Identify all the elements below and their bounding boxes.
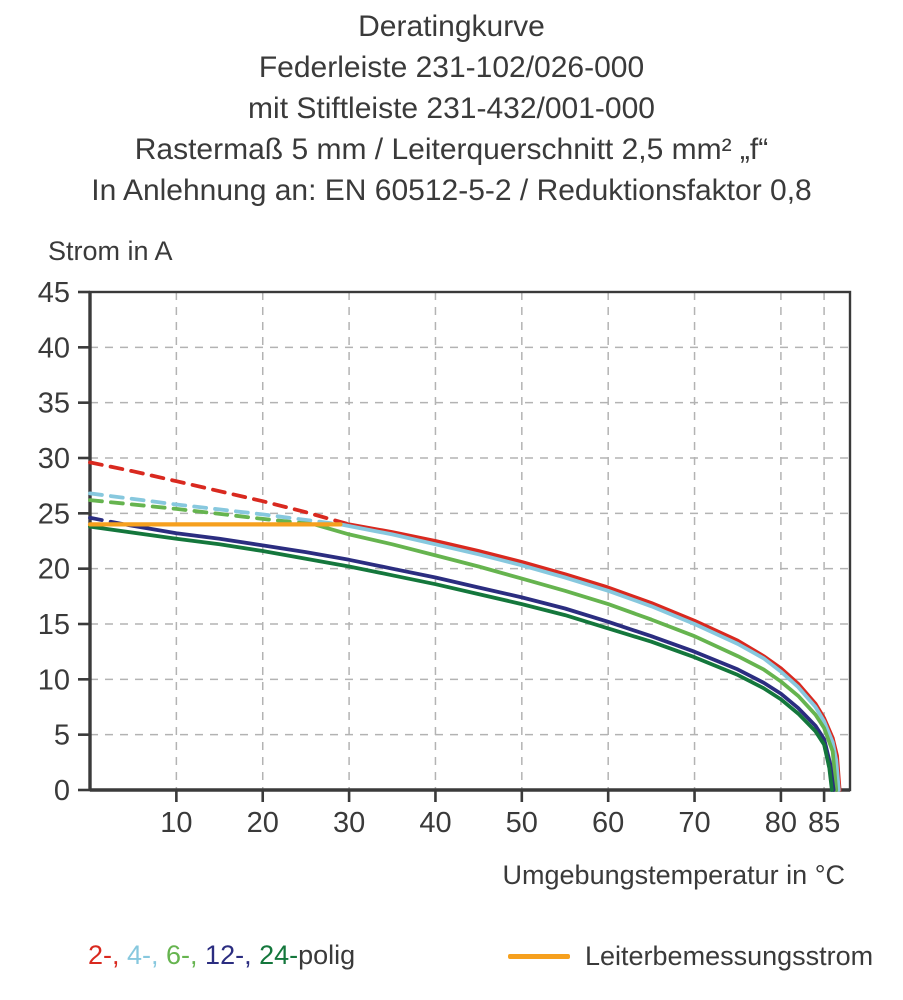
series-2-polig xyxy=(347,522,842,792)
derating-chart: 0 5 10 15 20 25 30 35 40 45 10 20 30 40 50 60 70 80 85 Stro… xyxy=(38,236,852,890)
y-tick-label: 45 xyxy=(38,277,70,309)
y-tick-label: 30 xyxy=(38,443,70,475)
title-line-1: Deratingkurve xyxy=(358,10,545,43)
x-tick-label: 60 xyxy=(592,807,624,839)
series-24-polig xyxy=(88,524,834,792)
title-line-4: Rastermaß 5 mm / Leiterquerschnitt 2,5 m… xyxy=(134,133,769,166)
y-tick-label: 40 xyxy=(38,332,70,364)
title-line-3: mit Stiftleiste 231-432/001-000 xyxy=(248,92,655,125)
y-tick-label: 15 xyxy=(38,609,70,641)
poles-legend-part: 12-, xyxy=(205,940,260,970)
y-tick-label: 20 xyxy=(38,554,70,586)
x-tick-label: 40 xyxy=(419,807,451,839)
chart-area: 0 5 10 15 20 25 30 35 40 45 10 20 30 40 50 60 70 80 85 Stro… xyxy=(0,228,903,918)
x-tick-label: 30 xyxy=(333,807,365,839)
y-tick-label: 10 xyxy=(38,664,70,696)
y-tick-label: 5 xyxy=(54,720,70,752)
x-tick-label: 70 xyxy=(678,807,710,839)
rated-current-legend: Leiterbemessungsstrom xyxy=(508,938,873,974)
x-tick-label: 20 xyxy=(247,807,279,839)
series-4-polig xyxy=(338,522,841,792)
poles-legend-part: 24- xyxy=(259,940,299,970)
series-6-polig-dashed xyxy=(88,498,317,527)
title-line-5: In Anlehnung an: EN 60512-5-2 / Reduktio… xyxy=(91,174,812,207)
x-tick-label: 50 xyxy=(506,807,538,839)
series-12-polig xyxy=(122,522,836,792)
poles-legend-part: 6-, xyxy=(166,940,206,970)
poles-legend-part: polig xyxy=(298,940,356,970)
x-axis-title: Umgebungstemperatur in °C xyxy=(503,860,845,890)
series-6-polig xyxy=(312,522,839,792)
y-axis-title: Strom in A xyxy=(48,236,173,266)
poles-legend-part: 4-, xyxy=(127,940,167,970)
x-tick-label: 10 xyxy=(160,807,192,839)
series-2-polig-dashed xyxy=(88,460,351,527)
title-line-2: Federleiste 231-102/026-000 xyxy=(258,51,645,84)
y-tick-label: 25 xyxy=(38,498,70,530)
x-tick-label: 80 xyxy=(765,807,797,839)
poles-legend: 2-, 4-, 6-, 12-, 24-polig xyxy=(88,940,355,971)
y-tick-label: 0 xyxy=(54,775,70,807)
legend-row: 2-, 4-, 6-, 12-, 24-polig Leiterbemessun… xyxy=(0,938,903,978)
chart-title-block: Deratingkurve Federleiste 231-102/026-00… xyxy=(0,6,903,211)
x-tick-label: 85 xyxy=(808,807,840,839)
rated-current-line-swatch xyxy=(508,953,570,959)
poles-legend-part: 2-, xyxy=(88,940,128,970)
y-tick-label: 35 xyxy=(38,388,70,420)
rated-current-label: Leiterbemessungsstrom xyxy=(585,940,874,971)
series-4-polig-dashed xyxy=(88,491,343,527)
